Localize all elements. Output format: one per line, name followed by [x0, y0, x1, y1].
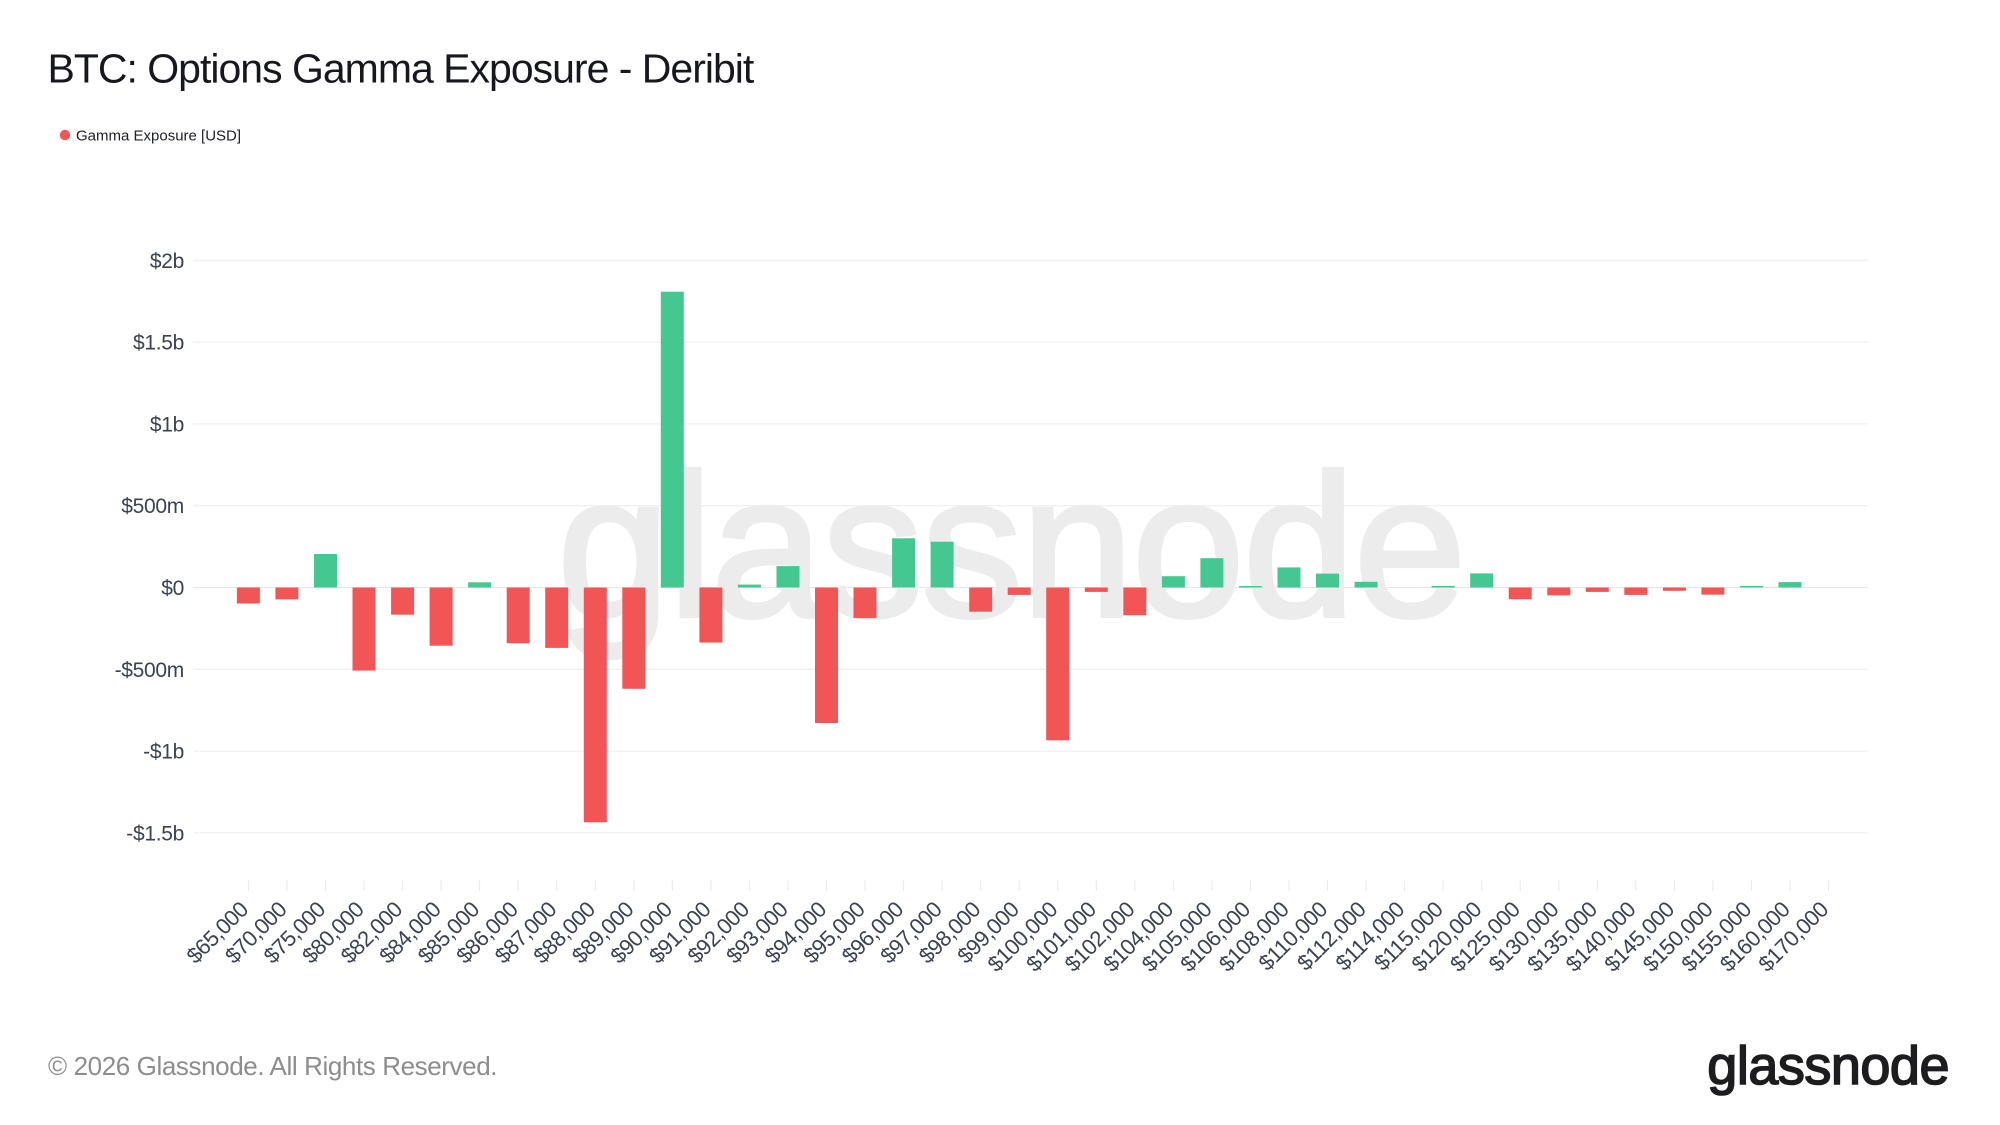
svg-text:$1b: $1b [150, 413, 184, 436]
svg-text:-$1.5b: -$1.5b [126, 822, 184, 845]
svg-text:-$500m: -$500m [115, 659, 184, 682]
svg-text:-$1b: -$1b [143, 741, 184, 764]
svg-text:glassnode: glassnode [557, 433, 1465, 660]
svg-text:$2b: $2b [150, 250, 184, 273]
svg-text:$500m: $500m [121, 495, 184, 518]
svg-text:glassnode: glassnode [1707, 1036, 1949, 1096]
svg-text:Gamma Exposure [USD]: Gamma Exposure [USD] [76, 128, 241, 145]
svg-text:$1.5b: $1.5b [133, 332, 184, 355]
svg-text:BTC: Options Gamma Exposure -: BTC: Options Gamma Exposure - Deribit [48, 46, 755, 92]
svg-text:© 2026 Glassnode. All Rights R: © 2026 Glassnode. All Rights Reserved. [48, 1051, 497, 1081]
svg-text:$0: $0 [161, 577, 184, 600]
